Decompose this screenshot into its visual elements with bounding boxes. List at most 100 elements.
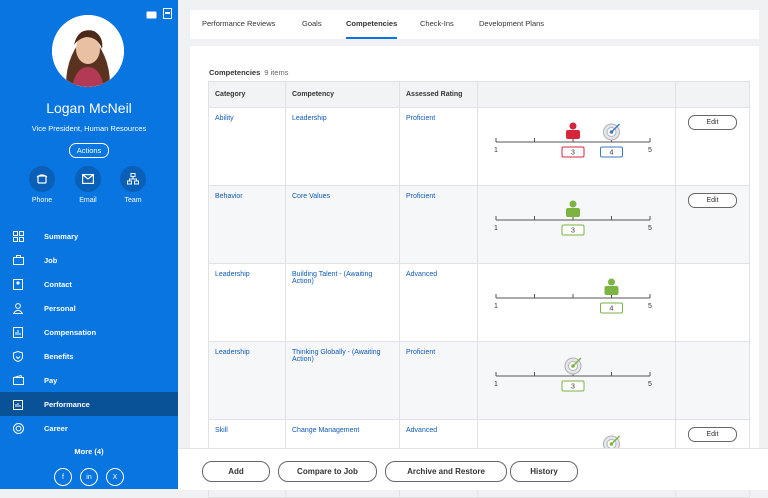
- phone-icon: [29, 166, 55, 192]
- add-button[interactable]: Add: [202, 461, 270, 482]
- rating-link[interactable]: Proficient: [399, 107, 478, 186]
- contact-icon: [12, 278, 24, 290]
- section-title: Competencies 9 items: [209, 68, 288, 77]
- nav-item-contact[interactable]: Contact: [0, 272, 178, 296]
- nav-item-performance[interactable]: Performance: [0, 392, 178, 416]
- tab-performance-reviews[interactable]: Performance Reviews: [202, 19, 276, 28]
- archive-and-restore-button[interactable]: Archive and Restore: [385, 461, 507, 482]
- edit-cell: Edit: [675, 107, 750, 186]
- table-row: Behavior Core Values Proficient 1 5 3 Edit: [208, 185, 750, 264]
- profile-title: Vice President, Human Resources: [31, 124, 147, 133]
- more-link[interactable]: More (4): [74, 447, 104, 456]
- x-icon[interactable]: X: [106, 468, 124, 486]
- competencies-table: Category Competency Assessed Rating Abil…: [208, 81, 750, 498]
- nav-item-job[interactable]: Job: [0, 248, 178, 272]
- sidebar-nav: Summary Job Contact Personal Compensatio…: [0, 224, 178, 440]
- tab-competencies[interactable]: Competencies: [346, 19, 398, 28]
- sidebar: Logan McNeil Vice President, Human Resou…: [0, 0, 178, 489]
- email-label: Email: [79, 197, 97, 204]
- nav-item-compensation[interactable]: Compensation: [0, 320, 178, 344]
- edit-button[interactable]: Edit: [688, 193, 737, 208]
- edit-button[interactable]: Edit: [688, 115, 737, 130]
- compensation-icon: [12, 326, 24, 338]
- actions-button[interactable]: Actions: [69, 143, 109, 158]
- nav-item-benefits[interactable]: Benefits: [0, 344, 178, 368]
- scale-end-label: 1: [494, 225, 498, 232]
- col-category[interactable]: Category: [208, 81, 286, 108]
- phone-action[interactable]: Phone: [24, 166, 60, 204]
- rating-value-label: 3: [571, 228, 575, 235]
- section-title-text: Competencies: [209, 68, 261, 77]
- competency-link[interactable]: Building Talent - (Awaiting Action): [285, 263, 400, 342]
- table-row: Ability Leadership Proficient 1 5 3 4 Edit: [208, 107, 750, 186]
- target-marker-icon: [564, 357, 582, 375]
- benefits-icon: [12, 350, 24, 362]
- compare-to-job-button[interactable]: Compare to Job: [278, 461, 377, 482]
- person-marker-icon: [566, 122, 580, 139]
- rating-scale-chart: 1 5 3: [494, 200, 652, 236]
- rating-link[interactable]: Proficient: [399, 341, 478, 420]
- nav-label: Performance: [44, 399, 90, 409]
- scale-end-label: 5: [648, 225, 652, 232]
- team-icon: [120, 166, 146, 192]
- team-label: Team: [124, 197, 142, 204]
- rating-value-box: [600, 302, 623, 314]
- tab-development-plans[interactable]: Development Plans: [479, 19, 545, 28]
- nav-item-career[interactable]: Career: [0, 416, 178, 440]
- scale-end-label: 5: [648, 303, 652, 310]
- scale-end-label: 1: [494, 381, 498, 388]
- category-link[interactable]: Behavior: [208, 185, 286, 264]
- footer-actions: Add Compare to Job Archive and Restore H…: [178, 448, 768, 490]
- table-row: Leadership Thinking Globally - (Awaiting …: [208, 341, 750, 420]
- personal-icon: [12, 302, 24, 314]
- competency-link[interactable]: Leadership: [285, 107, 400, 186]
- rating-value-label: 4: [610, 306, 614, 313]
- card-icon[interactable]: [146, 6, 157, 24]
- linkedin-icon[interactable]: in: [80, 468, 98, 486]
- rating-value-box: [600, 146, 623, 158]
- nav-item-pay[interactable]: Pay: [0, 368, 178, 392]
- rating-value-box: [561, 380, 585, 392]
- rating-link[interactable]: Proficient: [399, 185, 478, 264]
- col-assessed-rating[interactable]: Assessed Rating: [399, 81, 478, 108]
- pdf-icon[interactable]: [163, 6, 172, 24]
- tab-goals[interactable]: Goals: [302, 19, 322, 28]
- rating-scale-chart: 1 53 4: [494, 122, 652, 158]
- competency-link[interactable]: Thinking Globally - (Awaiting Action): [285, 341, 400, 420]
- sidebar-top-icons: [146, 6, 172, 24]
- rating-value-box: [561, 146, 585, 158]
- facebook-icon[interactable]: f: [54, 468, 72, 486]
- nav-item-personal[interactable]: Personal: [0, 296, 178, 320]
- rating-link[interactable]: Advanced: [399, 263, 478, 342]
- item-count: 9 items: [264, 68, 289, 77]
- edit-cell: Edit: [675, 185, 750, 264]
- team-action[interactable]: Team: [115, 166, 151, 204]
- tab-bar: Performance Reviews Goals Competencies C…: [190, 10, 759, 39]
- category-link[interactable]: Leadership: [208, 341, 286, 420]
- category-link[interactable]: Ability: [208, 107, 286, 186]
- rating-value-box: [561, 224, 585, 236]
- competency-link[interactable]: Core Values: [285, 185, 400, 264]
- history-button[interactable]: History: [510, 461, 578, 482]
- nav-item-summary[interactable]: Summary: [0, 224, 178, 248]
- rating-scale-chart: 1 5 4: [494, 278, 652, 314]
- email-action[interactable]: Email: [70, 166, 106, 204]
- rating-scale: 1 5 3: [477, 341, 676, 420]
- scale-end-label: 1: [494, 303, 498, 310]
- tab-check-ins[interactable]: Check-Ins: [420, 19, 454, 28]
- edit-cell: [675, 263, 750, 342]
- social-links: f in X: [54, 468, 124, 486]
- edit-cell: [675, 341, 750, 420]
- category-link[interactable]: Leadership: [208, 263, 286, 342]
- competencies-card: Competencies 9 items Category Competency …: [190, 46, 759, 498]
- nav-label: Personal: [44, 303, 76, 313]
- nav-label: Benefits: [44, 351, 74, 361]
- col-competency[interactable]: Competency: [285, 81, 400, 108]
- nav-label: Career: [44, 423, 68, 433]
- nav-label: Summary: [44, 231, 79, 241]
- avatar[interactable]: [52, 15, 124, 87]
- rating-value-label: 3: [571, 150, 575, 157]
- edit-button[interactable]: Edit: [688, 427, 737, 442]
- nav-label: Job: [44, 255, 58, 265]
